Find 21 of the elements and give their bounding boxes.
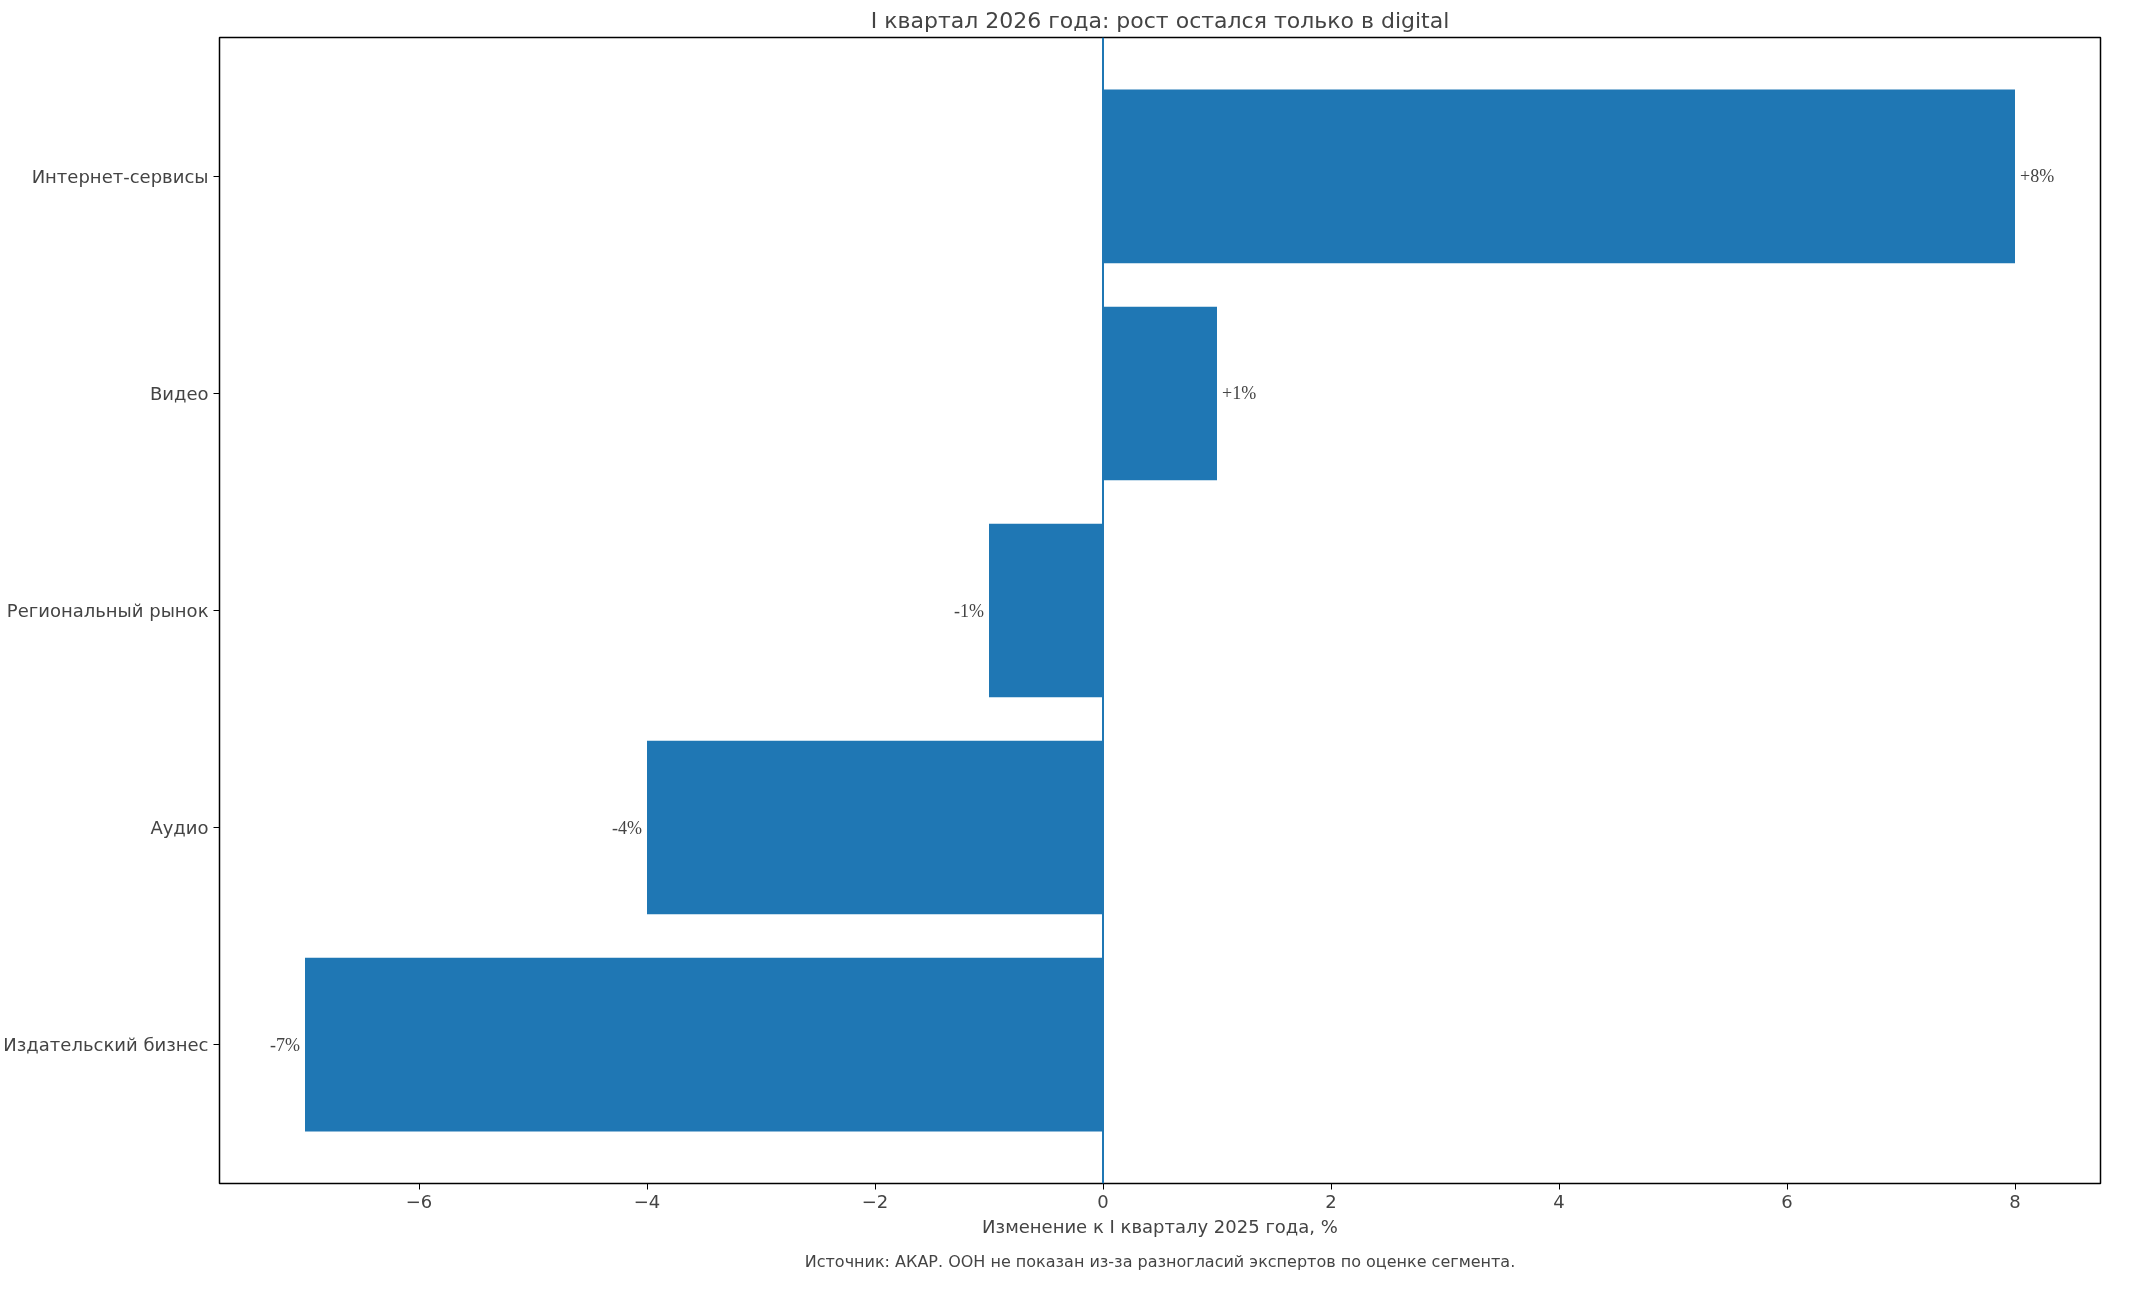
y-tick-label: Издательский бизнес	[3, 1034, 209, 1056]
x-tick-label: −2	[861, 1190, 889, 1212]
x-tick-label: −4	[633, 1190, 661, 1212]
chart-title: I квартал 2026 года: рост остался только в digital	[870, 7, 1450, 33]
y-tick-label: Аудио	[150, 817, 209, 839]
x-axis-title: Изменение к I кварталу 2025 года, %	[982, 1215, 1338, 1237]
data-label: -1%	[954, 600, 985, 621]
x-tick-label: 0	[1097, 1190, 1109, 1212]
x-tick-label: 6	[1781, 1190, 1793, 1212]
text: Источник: АКАР. ООН не показан из-за разногласий экспертов по оценке сегмента.	[804, 1251, 1516, 1271]
x-tick-label: 4	[1553, 1190, 1565, 1212]
data-label: -7%	[270, 1034, 301, 1055]
x-tick-label: 8	[2009, 1190, 2021, 1212]
x-tick-label: −6	[405, 1190, 433, 1212]
y-tick-label: Видео	[149, 382, 209, 404]
data-label: -4%	[612, 817, 643, 838]
data-label: +8%	[2020, 166, 2055, 187]
y-tick-label: Региональный рынок	[6, 600, 209, 621]
y-tick-label: Интернет-сервисы	[31, 165, 209, 187]
x-tick-label: 2	[1325, 1190, 1337, 1212]
data-label: +1%	[1222, 383, 1257, 404]
